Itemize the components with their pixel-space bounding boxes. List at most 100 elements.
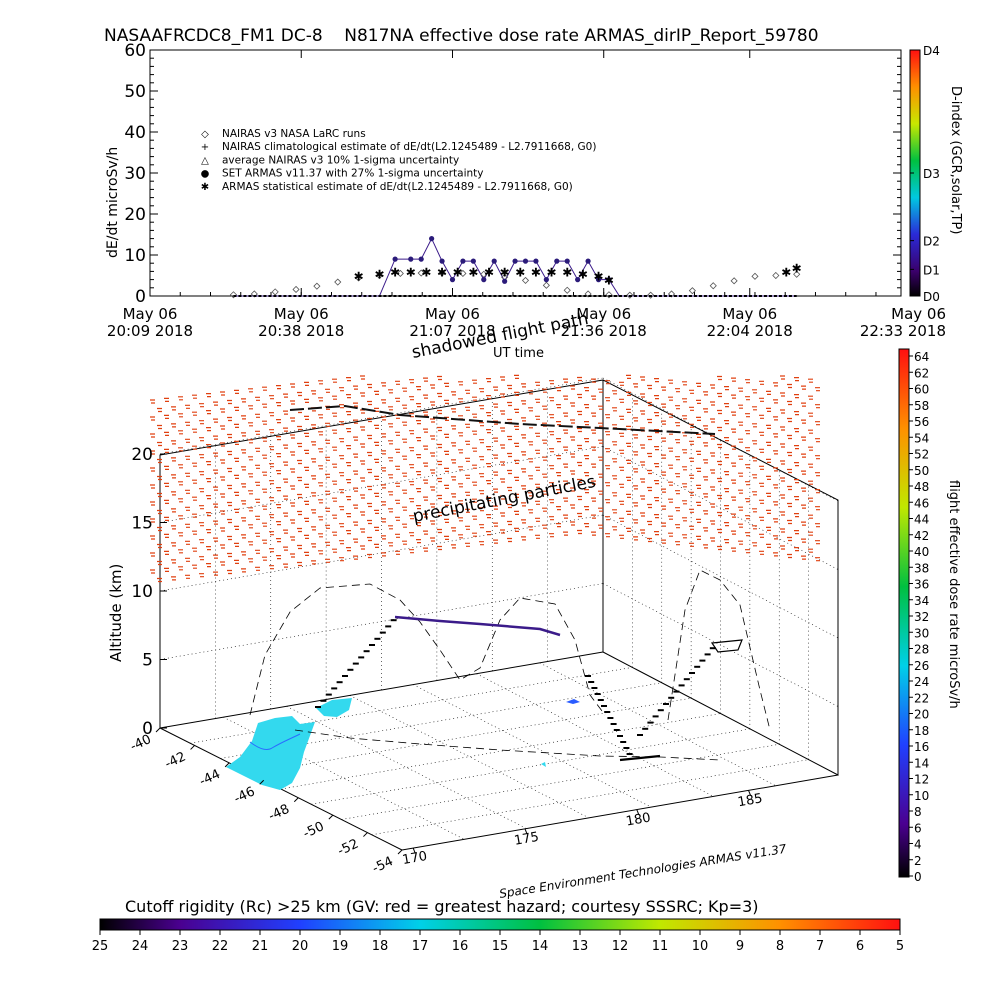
flight-dose-tick-label: 16 [914,740,929,754]
series-nairas-point [563,286,571,294]
z-tick-label: 15 [131,514,153,534]
grid-line [602,446,839,570]
x-tick-label-date: May 06 [576,305,631,323]
series-set-armas-point [460,258,466,264]
flight-dose-tick-label: 20 [914,708,929,722]
flight-dose-colorbar-label: flight effective dose rate microSv/h [946,480,961,709]
d-index-tick-label: D4 [923,44,940,58]
flight-climb2-marker [637,734,643,736]
flight-dose-tick-label: 60 [914,383,929,397]
flight-climb-marker [390,619,397,622]
flight-dose-tick-label: 32 [914,610,929,624]
cutoff-rigidity-tick-label: 21 [252,939,269,954]
flight-descent-marker [604,711,611,713]
x-tick-label-date: May 06 [425,305,480,323]
lat-tick-label: -42 [163,749,189,772]
series-armas-stat-point: ✱ [593,270,603,284]
d-index-ticks: D0 D1 D2 D3 D4 [910,44,940,304]
cutoff-rigidity-tick-label: 15 [492,939,509,954]
lon-tick-label: 180 [625,810,652,829]
flight-climb2-marker [678,684,685,687]
flight-climb2-marker [683,678,690,681]
series-set-armas-point [522,258,529,264]
flight-descent-marker [588,681,595,683]
legend-label: ARMAS statistical estimate of dE/dt(L2.1… [222,181,573,193]
flight-descent-marker [617,735,623,737]
series-armas-stat-point: ✱ [547,265,557,279]
flight-descent-marker [601,705,607,707]
flight-end-marker [710,639,743,653]
series-nairas-point [626,291,634,299]
lat-tick-mark [224,762,230,768]
d-index-label: D-index (GCR,solar,TP) [948,86,963,234]
flight-dose-tick-label: 2 [914,854,922,868]
chart-title: NASAAFRCDC8_FM1 DC-8 N817NA effective do… [104,26,819,46]
3d-floor-front-edge [401,774,839,851]
lat-tick-mark [293,797,299,803]
grid-line [190,667,633,744]
series-set-armas-point [491,258,497,264]
flight-climb2-marker [647,721,654,724]
terrain-shadow-dashed-right [667,569,771,731]
flight-dose-tick-label: 0 [914,870,922,884]
series-nairas-point [709,282,717,290]
cutoff-rigidity-tick-label: 10 [692,939,709,954]
cutoff-rigidity-tick-label: 11 [652,939,669,954]
grid-line [341,743,780,820]
grid-line [250,697,692,775]
x-tick-label-time: 21:36 2018 [561,322,647,340]
series-nairas-point [417,269,425,277]
top-y-axis-label: dE/dt microSv/h [105,147,121,258]
grid-line [476,673,714,797]
cutoff-rigidity-tick-label: 22 [212,939,229,954]
x-tick-label-time: 20:09 2018 [107,322,193,340]
flight-climb-marker [352,662,359,665]
flight-dose-tick-label: 6 [914,821,922,835]
flight-cruise-segment [394,615,561,637]
flight-descent-marker [597,699,604,701]
cutoff-rigidity-colorbar [99,918,901,931]
lat-tick-mark [259,779,265,785]
series-set-armas-point [429,236,435,242]
flight-descent-marker [591,687,598,689]
lon-tick-mark [636,809,640,815]
flight-dose-tick-label: 36 [914,578,929,592]
cutoff-rigidity-tick-label: 14 [532,939,549,954]
series-set-armas-point [543,277,549,283]
flight-dose-tick-label: 56 [914,415,929,429]
flight-dose-ticks: 0246810121416182022242628303234363840424… [909,350,929,884]
legend-symbol: ◇ [201,129,209,140]
legend-symbol: ✱ [201,182,209,193]
series-armas-stat-point: ✱ [604,274,614,288]
top-legend: ◇ NAIRAS v3 NASA LaRC runs + NAIRAS climato… [201,128,597,193]
lon-tick-mark [748,790,752,796]
flight-dose-tick-label: 54 [914,431,929,445]
lat-tick-label: -52 [336,837,362,860]
flight-climb2-marker [694,665,701,668]
lat-tick-mark [397,849,403,855]
flight-dose-tick-label: 4 [914,838,922,852]
top-x-axis-label: UT time [493,346,544,361]
z-tick-label: 5 [142,651,153,671]
series-set-armas-point [554,258,560,264]
flight-descent-marker [613,729,620,731]
flight-climb2-marker [699,659,706,662]
flight-dose-tick-label: 58 [914,399,929,413]
series-nairas-point [772,271,780,280]
flight-climb-marker [320,699,327,702]
particle-dash-field [150,374,820,583]
altitude-axis-label: Altitude (km) [107,564,125,662]
lat-tick-label: -50 [301,819,327,842]
series-set-armas-point [512,258,518,264]
flight-dose-tick-label: 34 [914,594,929,608]
series-armas-stat-point: ✱ [500,265,510,279]
series-nairas-point [355,274,363,282]
lon-tick-mark [524,828,528,835]
grid-line [159,377,604,455]
flight-dose-tick-label: 48 [914,480,929,494]
flight-dose-tick-label: 52 [914,448,929,462]
series-nairas-point [375,271,384,280]
credit-text: Space Environment Technologies ARMAS v11… [498,842,788,901]
lon-tick-label: 175 [513,830,540,849]
